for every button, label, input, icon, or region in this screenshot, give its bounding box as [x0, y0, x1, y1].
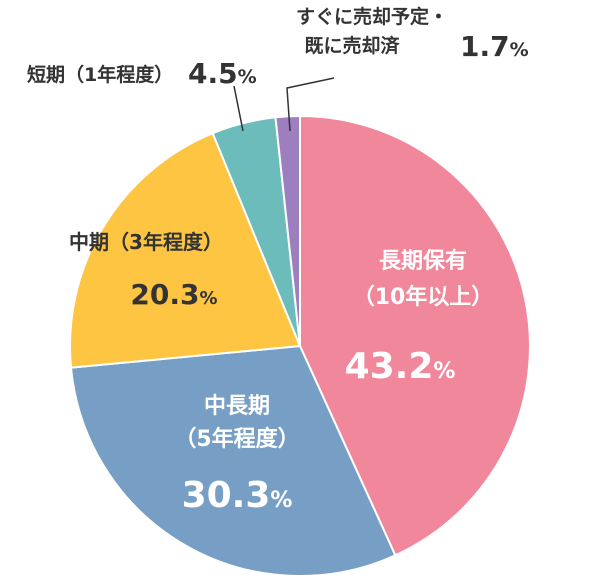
slice-value-mid: 20.3: [130, 278, 199, 311]
slice-value-short-term: 4.5: [188, 57, 238, 90]
pie-slice-long-term: [299, 114, 531, 557]
slice-value-mid-long: 30.3: [182, 475, 271, 516]
slice-unit-mid-long: %: [270, 488, 292, 513]
slice-label-mid-long: 中長期: [204, 394, 270, 419]
slice-label-short-term: 短期（1年程度）: [27, 63, 173, 86]
slice-sublabel-long-term: （10年以上）: [353, 284, 494, 310]
slice-label-sell-soon: すぐに売却予定・: [296, 5, 448, 28]
slice-unit-short-term: %: [238, 66, 257, 88]
slice-value-sell-soon-line: 1.7%: [460, 30, 529, 63]
leader-lines: [233, 77, 335, 132]
slice-unit-sell-soon: %: [510, 39, 529, 61]
leader-line-sell-soon: [286, 77, 335, 132]
slice-sublabel-mid-long: （5年程度）: [174, 426, 299, 452]
slice-sublabel-sell-soon: 既に売却済: [304, 34, 400, 57]
slice-label-mid: 中期（3年程度）: [69, 230, 223, 254]
pie-slice-mid-long: [69, 344, 397, 575]
slice-value-short-term-line: 4.5%: [188, 57, 257, 90]
leader-line-short-term: [233, 85, 244, 132]
slice-unit-mid: %: [200, 288, 218, 309]
slice-value-mid-long-line: 30.3%: [182, 475, 293, 516]
slice-value-long-term-line: 43.2%: [345, 346, 456, 387]
slice-value-mid-line: 20.3%: [130, 278, 217, 311]
slice-value-long-term: 43.2: [345, 346, 434, 387]
pie-slice-sell-soon: [274, 114, 301, 347]
slices-layer: [69, 114, 531, 575]
slice-label-long-term: 長期保有: [379, 248, 467, 274]
slice-value-sell-soon: 1.7: [460, 30, 510, 63]
slice-unit-long-term: %: [433, 359, 455, 384]
pie-slice-mid: [69, 131, 302, 369]
